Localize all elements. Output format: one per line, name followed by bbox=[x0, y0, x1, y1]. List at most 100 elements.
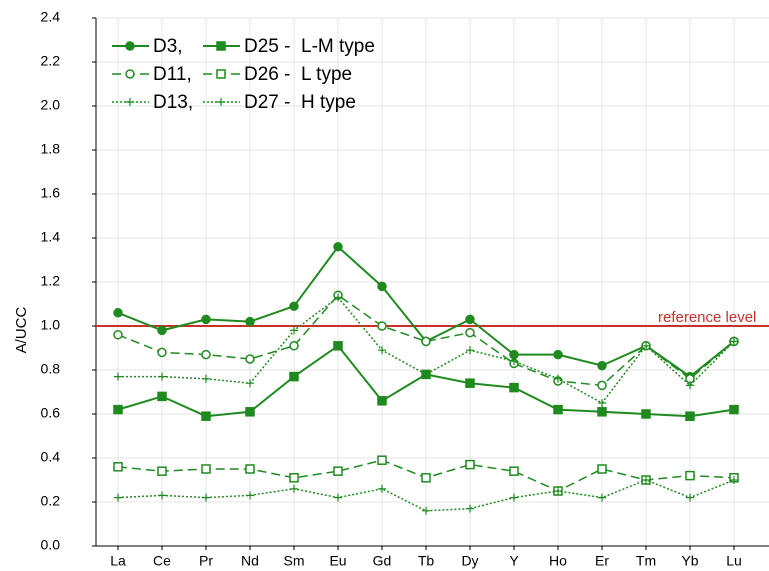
legend-label: D26 - L type bbox=[244, 64, 352, 85]
marker bbox=[113, 462, 123, 472]
x-tick-label: Ce bbox=[153, 553, 171, 569]
marker bbox=[245, 407, 255, 417]
marker bbox=[158, 491, 166, 500]
marker bbox=[510, 493, 518, 502]
marker bbox=[114, 493, 122, 502]
y-tick-label: 1.8 bbox=[41, 141, 61, 157]
marker bbox=[642, 341, 650, 350]
y-tick-label: 0.2 bbox=[41, 493, 61, 509]
marker bbox=[597, 380, 607, 391]
legend-label: D3, bbox=[153, 36, 183, 57]
marker bbox=[201, 464, 211, 474]
legend-label: D25 - L-M type bbox=[244, 36, 375, 57]
marker bbox=[333, 466, 343, 476]
series-line bbox=[118, 296, 735, 404]
x-tick-label: Tb bbox=[418, 553, 435, 569]
marker bbox=[290, 326, 298, 335]
y-tick-label: 0.4 bbox=[41, 449, 61, 465]
marker bbox=[245, 316, 255, 327]
reference-label: reference level bbox=[658, 309, 756, 326]
marker bbox=[201, 411, 211, 421]
marker bbox=[509, 382, 519, 393]
marker bbox=[290, 484, 298, 493]
marker bbox=[465, 459, 475, 470]
marker bbox=[686, 493, 694, 502]
marker bbox=[553, 349, 563, 360]
x-tick-label: Y bbox=[509, 553, 519, 569]
x-tick-label: Nd bbox=[241, 553, 259, 569]
marker bbox=[157, 347, 167, 358]
marker bbox=[598, 399, 606, 407]
marker bbox=[245, 464, 255, 474]
y-tick-label: 1.4 bbox=[41, 229, 61, 245]
legend-marker bbox=[126, 98, 134, 106]
x-tick-label: Er bbox=[595, 553, 609, 569]
marker bbox=[685, 470, 695, 481]
marker bbox=[729, 404, 739, 415]
marker bbox=[642, 476, 650, 484]
marker bbox=[289, 341, 299, 351]
legend-label: D11, bbox=[153, 64, 192, 85]
marker bbox=[201, 314, 211, 325]
marker bbox=[422, 506, 430, 515]
marker bbox=[553, 404, 563, 415]
marker bbox=[597, 407, 607, 417]
marker bbox=[509, 466, 519, 476]
legend-marker bbox=[125, 41, 135, 51]
y-tick-label: 1.6 bbox=[41, 185, 61, 201]
marker bbox=[158, 372, 166, 381]
marker bbox=[289, 371, 299, 382]
y-tick-label: 2.4 bbox=[41, 9, 61, 25]
y-tick-label: 1.2 bbox=[41, 273, 61, 289]
marker bbox=[246, 491, 254, 500]
x-tick-label: Yb bbox=[681, 553, 698, 569]
marker bbox=[114, 372, 122, 381]
marker bbox=[730, 476, 738, 484]
marker bbox=[333, 341, 343, 351]
marker bbox=[333, 242, 343, 252]
marker bbox=[686, 381, 694, 390]
marker bbox=[157, 466, 167, 476]
marker bbox=[113, 404, 123, 415]
y-tick-label: 0.6 bbox=[41, 405, 61, 421]
marker bbox=[377, 321, 387, 331]
marker bbox=[466, 346, 474, 355]
x-tick-label: Sm bbox=[284, 553, 305, 569]
marker bbox=[157, 391, 167, 402]
x-tick-label: Pr bbox=[199, 553, 213, 569]
x-tick-label: La bbox=[110, 553, 126, 569]
legend-marker bbox=[125, 69, 135, 79]
marker bbox=[465, 378, 475, 388]
marker bbox=[378, 484, 386, 493]
y-tick-label: 1.0 bbox=[41, 317, 61, 333]
marker bbox=[113, 308, 123, 318]
marker bbox=[641, 409, 651, 419]
marker bbox=[334, 493, 342, 502]
marker bbox=[554, 374, 562, 383]
marker bbox=[465, 314, 475, 325]
marker bbox=[466, 504, 474, 513]
marker bbox=[377, 281, 387, 292]
y-tick-label: 2.0 bbox=[41, 97, 61, 113]
marker bbox=[202, 493, 210, 502]
marker bbox=[421, 473, 431, 483]
marker bbox=[377, 396, 387, 406]
legend-marker bbox=[216, 41, 226, 51]
marker bbox=[289, 301, 299, 311]
series-line bbox=[117, 479, 735, 512]
marker bbox=[157, 325, 167, 336]
y-axis-label: A/UCC bbox=[13, 306, 30, 353]
y-tick-label: 2.2 bbox=[41, 53, 61, 69]
marker bbox=[554, 487, 562, 495]
marker bbox=[510, 357, 518, 366]
marker bbox=[377, 455, 387, 465]
marker bbox=[201, 349, 211, 360]
marker bbox=[422, 370, 430, 379]
marker bbox=[289, 473, 299, 483]
marker bbox=[597, 464, 607, 474]
legend-label: D27 - H type bbox=[244, 92, 356, 113]
marker bbox=[421, 336, 431, 347]
legend-label: D13, bbox=[153, 92, 193, 113]
marker bbox=[730, 337, 738, 346]
marker bbox=[245, 354, 255, 364]
